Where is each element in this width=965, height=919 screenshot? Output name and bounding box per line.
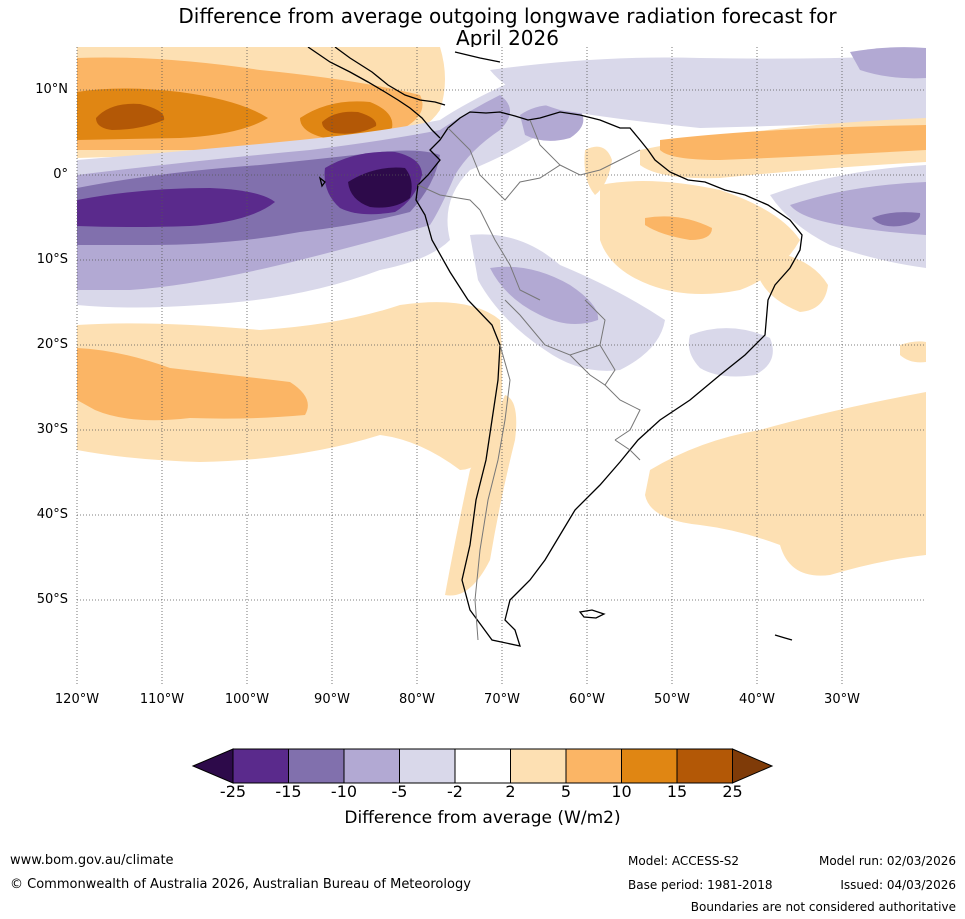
anomaly-light-orange-chile (445, 395, 517, 596)
anomaly-light-orange-far-east (900, 341, 926, 363)
colorbar-bin-25-15 (232, 748, 289, 784)
colorbar-tick-minus-15: -15 (275, 782, 302, 801)
graticule (76, 47, 926, 685)
anomaly-orange-south-pacific (77, 348, 308, 421)
colorbar-tick-minus-2: -2 (447, 782, 463, 801)
colorbar-bin-15-10 (288, 748, 345, 784)
border-peru-brazil (479, 209, 541, 301)
colorbar-bin-5-2 (399, 748, 456, 784)
anomaly-brown-north (96, 103, 165, 130)
anomaly-very-dark-purple-core (348, 167, 412, 208)
colorbar-tick-minus-25: -25 (219, 782, 247, 801)
lon-label-100w: 100°W (224, 692, 270, 707)
colorbar-tick-5: 5 (560, 782, 572, 801)
colorbar-tick-minus-10: -10 (330, 782, 358, 801)
galapagos-islands (318, 176, 326, 188)
lon-label-80w: 80°W (399, 692, 435, 707)
colorbar-bin-5-10 (565, 748, 622, 784)
anomaly-light-purple-north-atlantic (850, 47, 926, 79)
lon-label-60w: 60°W (569, 692, 605, 707)
anomaly-light-orange-northeast-brazil (760, 250, 828, 312)
colorbar-extend-low (191, 748, 234, 784)
cuba-coastline (454, 51, 501, 63)
falkland-islands (578, 609, 606, 619)
footer-model: Model: ACCESS-S2 (628, 854, 740, 868)
lon-label-50w: 50°W (654, 692, 690, 707)
lat-label-10n: 10°N (35, 82, 68, 97)
colorbar-tick-minus-5: -5 (391, 782, 408, 801)
border-ecuador-peru (417, 184, 481, 211)
footer-website: www.bom.gov.au/climate (10, 853, 174, 868)
lat-label-10s: 10°S (36, 252, 68, 267)
anomaly-orange-north-brazil (645, 216, 712, 240)
lon-label-120w: 120°W (54, 692, 100, 707)
border-uruguay (614, 439, 641, 461)
anomaly-brown-north-2 (322, 111, 377, 134)
lat-label-40s: 40°S (36, 507, 68, 522)
colorbar-tick-10: 10 (611, 782, 632, 801)
colorbar (191, 748, 774, 784)
colorbar-tick-2: 2 (505, 782, 516, 801)
map-title-line1: Difference from average outgoing longwav… (178, 4, 837, 28)
central-america-coastline (307, 47, 446, 139)
coastlines (307, 47, 803, 647)
anomaly-fields (77, 47, 926, 685)
colorbar-bin-15-25 (676, 748, 733, 784)
lon-label-40w: 40°W (739, 692, 775, 707)
footer-issued: Issued: 04/03/2026 (840, 878, 956, 892)
footer-copyright: © Commonwealth of Australia 2026, Austra… (10, 877, 471, 892)
south-america-coastline (415, 111, 803, 647)
footer-base-period: Base period: 1981-2018 (628, 878, 773, 892)
anomaly-purple-south-atlantic (872, 212, 921, 227)
lat-label-20s: 20°S (36, 337, 68, 352)
map-title-line2: April 2026 (456, 26, 559, 50)
colorbar-bin-10-15 (621, 748, 678, 784)
colorbar-bin-10-5 (343, 748, 400, 784)
colorbar-bin-2-5 (510, 748, 567, 784)
south-georgia-island (774, 634, 793, 641)
lon-label-90w: 90°W (314, 692, 350, 707)
anomaly-pale-purple-north-atlantic (490, 55, 926, 128)
colorbar-title: Difference from average (W/m2) (344, 808, 621, 828)
lon-label-110w: 110°W (139, 692, 185, 707)
lon-label-30w: 30°W (824, 692, 860, 707)
colorbar-bin-neutral (454, 748, 511, 784)
anomaly-dark-purple-equator (77, 188, 275, 227)
colorbar-extend-high (732, 748, 774, 784)
anomaly-light-purple-south-america (490, 266, 599, 324)
lat-label-0: 0° (53, 167, 68, 182)
country-borders (417, 119, 641, 641)
anomaly-pale-purple-brazil-coast (688, 328, 773, 377)
border-colombia (447, 119, 561, 201)
footer-disclaimer: Boundaries are not considered authoritat… (690, 900, 956, 914)
border-argentina-brazil (604, 384, 641, 441)
colorbar-tick-25: 25 (722, 782, 743, 801)
border-venezuela (559, 149, 641, 176)
anomaly-orange-equatorial-atlantic (660, 125, 926, 160)
footer-model-run: Model run: 02/03/2026 (818, 854, 956, 868)
colorbar-tick-15: 15 (666, 782, 688, 801)
lat-label-30s: 30°S (36, 422, 68, 437)
lon-label-70w: 70°W (484, 692, 520, 707)
anomaly-light-orange-south-atlantic (645, 392, 926, 576)
lat-label-50s: 50°S (36, 592, 68, 607)
border-chile-argentina (474, 344, 511, 641)
anomaly-light-purple-caribbean (520, 105, 584, 141)
